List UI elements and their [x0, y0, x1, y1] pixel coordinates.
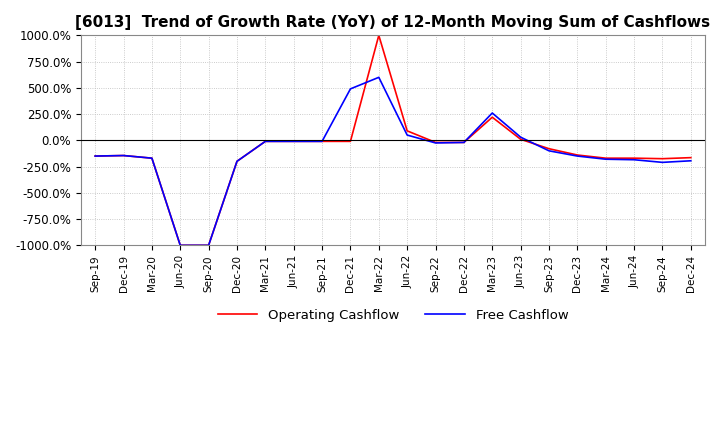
Operating Cashflow — [374, 33, 383, 38]
Operating Cashflow — [573, 152, 582, 158]
Operating Cashflow — [233, 159, 241, 164]
Free Cashflow — [459, 140, 468, 145]
Operating Cashflow — [289, 139, 298, 144]
Operating Cashflow — [488, 114, 497, 120]
Operating Cashflow — [148, 155, 156, 161]
Operating Cashflow — [601, 155, 610, 161]
Free Cashflow — [346, 86, 355, 92]
Line: Operating Cashflow: Operating Cashflow — [95, 35, 690, 246]
Operating Cashflow — [431, 140, 440, 145]
Operating Cashflow — [120, 153, 128, 158]
Title: [6013]  Trend of Growth Rate (YoY) of 12-Month Moving Sum of Cashflows: [6013] Trend of Growth Rate (YoY) of 12-… — [76, 15, 711, 30]
Legend: Operating Cashflow, Free Cashflow: Operating Cashflow, Free Cashflow — [212, 303, 574, 327]
Operating Cashflow — [346, 139, 355, 144]
Free Cashflow — [601, 157, 610, 162]
Operating Cashflow — [176, 243, 184, 248]
Free Cashflow — [488, 110, 497, 116]
Free Cashflow — [148, 155, 156, 161]
Free Cashflow — [204, 243, 213, 248]
Operating Cashflow — [318, 139, 326, 144]
Free Cashflow — [120, 153, 128, 158]
Free Cashflow — [658, 160, 667, 165]
Operating Cashflow — [91, 154, 99, 159]
Free Cashflow — [573, 154, 582, 159]
Operating Cashflow — [686, 155, 695, 160]
Operating Cashflow — [630, 155, 639, 161]
Free Cashflow — [233, 159, 241, 164]
Free Cashflow — [318, 139, 326, 144]
Free Cashflow — [91, 154, 99, 159]
Operating Cashflow — [261, 139, 270, 144]
Operating Cashflow — [544, 146, 553, 151]
Free Cashflow — [176, 243, 184, 248]
Operating Cashflow — [516, 137, 525, 142]
Free Cashflow — [630, 157, 639, 162]
Free Cashflow — [261, 139, 270, 144]
Operating Cashflow — [459, 140, 468, 145]
Free Cashflow — [431, 140, 440, 146]
Free Cashflow — [403, 132, 412, 138]
Line: Free Cashflow: Free Cashflow — [95, 77, 690, 246]
Operating Cashflow — [403, 128, 412, 133]
Free Cashflow — [544, 148, 553, 154]
Free Cashflow — [516, 135, 525, 140]
Operating Cashflow — [658, 156, 667, 161]
Free Cashflow — [374, 75, 383, 80]
Free Cashflow — [686, 158, 695, 163]
Operating Cashflow — [204, 243, 213, 248]
Free Cashflow — [289, 139, 298, 144]
